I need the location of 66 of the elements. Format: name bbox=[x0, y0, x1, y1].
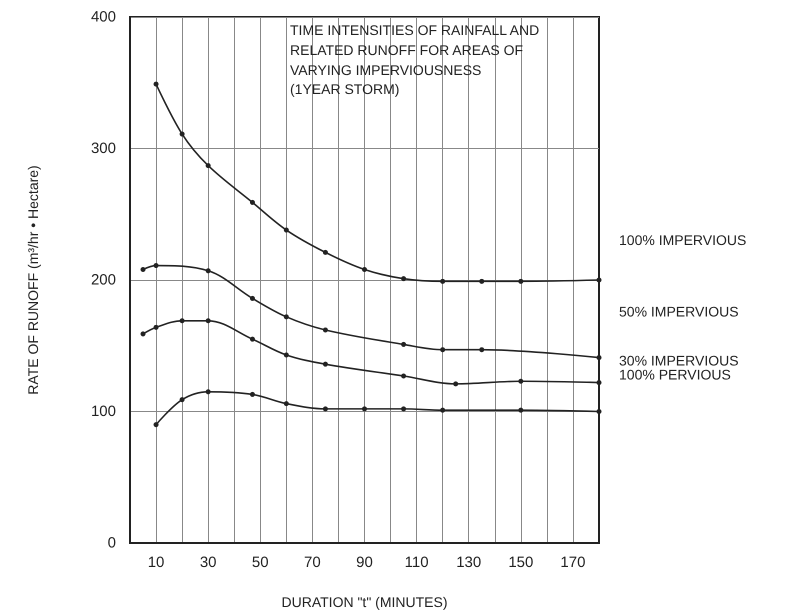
point bbox=[596, 380, 602, 386]
y-tick-label: 0 bbox=[108, 534, 116, 552]
point bbox=[453, 381, 458, 386]
point bbox=[284, 228, 289, 233]
point bbox=[401, 373, 406, 378]
point bbox=[322, 250, 328, 255]
point bbox=[250, 200, 255, 205]
point bbox=[154, 324, 159, 330]
x-tick-label: 150 bbox=[508, 554, 534, 571]
y-axis-title: RATE OF RUNOFF (m³/hr • Hectare) bbox=[25, 165, 41, 395]
point bbox=[518, 278, 524, 284]
point bbox=[206, 389, 211, 394]
x-tick-label: 90 bbox=[356, 554, 373, 571]
point bbox=[250, 392, 255, 397]
point bbox=[284, 352, 289, 358]
point bbox=[140, 331, 146, 336]
point bbox=[322, 327, 328, 332]
x-tick-label: 50 bbox=[252, 554, 269, 571]
point bbox=[322, 362, 328, 367]
point bbox=[140, 266, 146, 272]
point bbox=[362, 406, 367, 412]
point bbox=[180, 318, 185, 324]
point bbox=[250, 336, 255, 342]
text: (1YEAR STORM) bbox=[290, 81, 400, 97]
x-tick-label: 170 bbox=[560, 554, 586, 571]
point bbox=[479, 278, 484, 284]
point bbox=[440, 408, 446, 413]
y-tick-label: 300 bbox=[90, 140, 116, 157]
point bbox=[401, 406, 406, 412]
text: TIME INTENSITIES OF RAINFALL AND RELATED RUNOFF FOR AREAS OF VARYING IMPERVIOUSNESS bbox=[290, 22, 540, 78]
point bbox=[180, 397, 185, 402]
x-tick-label: 110 bbox=[404, 554, 429, 571]
text: 50% IMPERVIOUS bbox=[619, 304, 739, 320]
point bbox=[518, 378, 524, 384]
point bbox=[596, 409, 602, 414]
point bbox=[206, 318, 211, 324]
x-tick-label: 30 bbox=[200, 554, 217, 571]
x-tick-label: 10 bbox=[148, 554, 164, 571]
point bbox=[154, 263, 159, 268]
point bbox=[401, 276, 406, 282]
point bbox=[154, 82, 159, 87]
point bbox=[440, 347, 446, 352]
point bbox=[284, 401, 289, 406]
point bbox=[250, 296, 255, 301]
point bbox=[479, 347, 484, 352]
x-axis-title: DURATION "t" (MINUTES) bbox=[281, 594, 448, 610]
point bbox=[401, 342, 406, 347]
point bbox=[180, 132, 185, 137]
text: 100% PERVIOUS bbox=[619, 366, 731, 383]
text: 100% IMPERVIOUS bbox=[619, 232, 746, 248]
point bbox=[518, 408, 524, 413]
x-tick-label: 130 bbox=[456, 554, 482, 571]
y-tick-label: 200 bbox=[90, 272, 116, 288]
point bbox=[154, 422, 159, 428]
y-tick-label: 400 bbox=[90, 8, 116, 26]
point bbox=[322, 406, 328, 412]
point bbox=[596, 278, 602, 282]
point bbox=[362, 266, 367, 272]
y-tick-label: 100 bbox=[90, 403, 116, 420]
x-tick-label: 70 bbox=[304, 554, 321, 571]
point bbox=[206, 268, 211, 274]
point bbox=[206, 163, 211, 168]
point bbox=[440, 278, 446, 284]
series-label: 30% IMPERVIOUS bbox=[619, 352, 739, 369]
point bbox=[596, 355, 602, 360]
point bbox=[284, 314, 289, 320]
